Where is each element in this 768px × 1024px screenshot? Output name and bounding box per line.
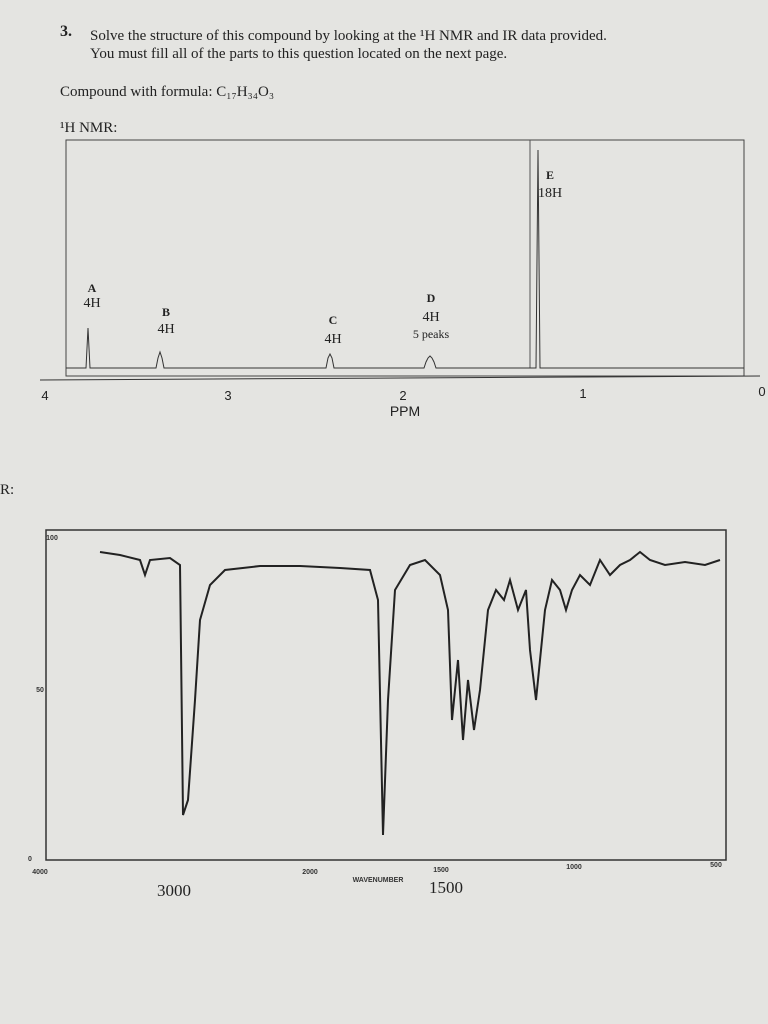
- peak-integration: 4H: [422, 310, 439, 325]
- peak-integration: 18H: [538, 186, 562, 201]
- peak-integration: 4H: [324, 332, 341, 347]
- peak-integration: 4H: [157, 322, 174, 337]
- nmr-tick-label: 3: [224, 388, 231, 403]
- ir-y-tick-label: 50: [36, 687, 44, 694]
- nmr-tick-label: 2: [399, 388, 406, 403]
- nmr-tick-label: 1: [579, 386, 586, 401]
- ir-x-tick-label: 1000: [566, 864, 582, 871]
- peak-letter: E: [546, 168, 554, 182]
- ir-y-tick-label: 0: [28, 856, 32, 863]
- peak-integration: 4H: [83, 296, 100, 311]
- question-line: You must fill all of the parts to this q…: [90, 46, 507, 62]
- nmr-tick-label: 4: [41, 388, 48, 403]
- ir-title: R:: [0, 482, 14, 498]
- formula: Compound with formula: C₁₇H₃₄O₃: [60, 84, 274, 100]
- peak-letter: A: [88, 281, 97, 295]
- handwritten-label: 3000: [157, 881, 191, 900]
- ir-x-axis-label: WAVENUMBER: [353, 877, 404, 884]
- nmr-axis-label: PPM: [390, 403, 420, 419]
- peak-letter: D: [427, 291, 436, 305]
- ir-spectrum: [99, 550, 721, 836]
- handwritten-label: 1500: [429, 878, 463, 897]
- peak-letter: C: [329, 313, 338, 327]
- nmr-title: ¹H NMR:: [60, 120, 117, 136]
- ir-x-tick-label: 4000: [32, 869, 48, 876]
- ir-frame: [45, 529, 727, 861]
- question-line: Solve the structure of this compound by …: [90, 28, 607, 44]
- nmr-spectrum: [66, 149, 744, 369]
- peak-note: 5 peaks: [413, 327, 450, 341]
- ir-y-tick-label: 100: [46, 535, 58, 542]
- nmr-axis: [39, 375, 761, 381]
- ir-x-tick-label: 1500: [433, 867, 449, 874]
- ir-x-tick-label: 2000: [302, 869, 318, 876]
- nmr-tick-label: 0: [758, 384, 765, 399]
- peak-letter: B: [162, 305, 170, 319]
- ir-x-tick-label: 500: [710, 862, 722, 869]
- question-number: 3.: [60, 23, 72, 40]
- nmr-frame: [65, 139, 745, 377]
